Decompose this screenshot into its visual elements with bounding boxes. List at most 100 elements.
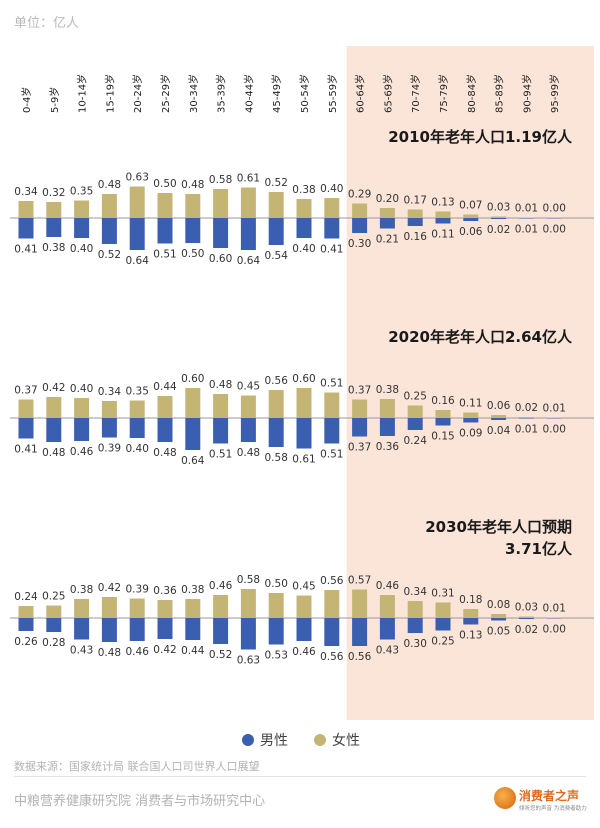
bar-male <box>240 418 256 442</box>
bar-female <box>296 199 312 218</box>
bar-male <box>213 618 229 644</box>
category-label: 30-34岁 <box>187 74 200 113</box>
data-label-female: 0.52 <box>265 177 288 189</box>
bar-female <box>240 187 256 218</box>
data-label-male: 0.48 <box>237 447 260 459</box>
bar-male <box>157 418 173 442</box>
data-label-female: 0.29 <box>348 189 371 201</box>
bar-male <box>129 218 145 250</box>
data-label-male: 0.01 <box>515 224 538 236</box>
data-label-female: 0.58 <box>209 174 232 186</box>
category-label: 5-9岁 <box>48 87 61 113</box>
data-label-female: 0.16 <box>431 395 455 407</box>
data-label-female: 0.20 <box>376 193 399 205</box>
bar-male <box>518 218 534 219</box>
bar-female <box>324 392 340 418</box>
data-label-male: 0.50 <box>181 248 204 260</box>
data-label-male: 0.15 <box>431 431 454 443</box>
bar-male <box>296 618 312 641</box>
data-label-female: 0.37 <box>348 385 371 397</box>
data-label-female: 0.11 <box>459 398 482 410</box>
bar-female <box>407 405 423 418</box>
data-label-female: 0.38 <box>376 384 399 396</box>
panel-title: 2020年老年人口2.64亿人 <box>388 328 573 346</box>
data-label-male: 0.64 <box>181 455 205 467</box>
bar-female <box>463 412 479 418</box>
category-label: 65-69岁 <box>381 74 394 113</box>
data-label-male: 0.40 <box>292 243 315 255</box>
bar-female <box>157 396 173 418</box>
bar-female <box>407 601 423 618</box>
bar-female <box>268 192 284 218</box>
data-label-male: 0.46 <box>126 646 150 658</box>
data-label-male: 0.28 <box>42 637 65 649</box>
data-label-female: 0.01 <box>543 403 566 415</box>
bar-female <box>185 388 201 418</box>
data-label-female: 0.37 <box>14 385 37 397</box>
bar-male <box>296 418 312 449</box>
bar-female <box>46 202 62 218</box>
legend-item-female: 女性 <box>314 730 360 750</box>
data-label-male: 0.24 <box>404 435 428 447</box>
data-label-male: 0.13 <box>459 630 482 642</box>
bar-female <box>379 399 395 418</box>
bar-female <box>185 194 201 218</box>
data-label-male: 0.25 <box>431 636 454 648</box>
logo-title: 消费者之声 <box>519 789 580 803</box>
bar-male <box>463 218 479 221</box>
category-label: 0-4岁 <box>20 87 33 113</box>
data-label-male: 0.63 <box>237 655 260 667</box>
logo-subtitle: 倾听您的声音 为消费者助力 <box>519 806 587 812</box>
data-label-female: 0.57 <box>348 575 371 587</box>
data-label-male: 0.43 <box>70 645 93 657</box>
panel-title: 2010年老年人口1.19亿人 <box>388 128 573 146</box>
category-label: 50-54岁 <box>298 74 311 113</box>
data-label-female: 0.44 <box>153 381 177 393</box>
bar-female <box>296 388 312 418</box>
data-label-male: 0.56 <box>320 651 344 663</box>
panel-title: 2030年老年人口预期 <box>425 518 572 536</box>
data-label-female: 0.60 <box>292 373 315 385</box>
bar-male <box>74 218 90 238</box>
bar-female <box>463 214 479 218</box>
data-label-female: 0.36 <box>153 585 177 597</box>
unit-label: 单位：亿人 <box>14 16 80 31</box>
data-label-female: 0.60 <box>181 373 204 385</box>
bar-male <box>324 218 340 239</box>
bar-female <box>435 602 451 618</box>
bar-male <box>46 618 62 632</box>
bar-female <box>240 589 256 618</box>
data-label-male: 0.48 <box>98 647 121 659</box>
data-label-male: 0.51 <box>320 449 343 461</box>
bar-female <box>18 201 34 218</box>
bar-female <box>74 599 90 618</box>
bar-female <box>491 415 507 418</box>
bar-male <box>491 418 507 420</box>
bar-male <box>268 618 284 645</box>
data-label-male: 0.43 <box>376 645 399 657</box>
bar-male <box>46 218 62 237</box>
legend: 男性 女性 <box>242 730 386 750</box>
bar-female <box>296 595 312 618</box>
bar-female <box>240 395 256 418</box>
data-label-female: 0.18 <box>459 594 482 606</box>
data-label-female: 0.48 <box>181 179 204 191</box>
bar-male <box>213 218 229 248</box>
data-label-male: 0.21 <box>376 234 399 246</box>
data-source: 数据来源：国家统计局 联合国人口司世界人口展望 <box>14 760 260 773</box>
data-label-female: 0.32 <box>42 187 65 199</box>
bar-female <box>435 410 451 418</box>
legend-swatch-male <box>242 734 254 746</box>
bar-female <box>46 605 62 618</box>
bar-female <box>213 189 229 218</box>
data-label-female: 0.50 <box>153 178 176 190</box>
bar-male <box>74 418 90 441</box>
bar-female <box>546 417 562 418</box>
bar-female <box>435 211 451 218</box>
bar-female <box>352 399 368 418</box>
data-label-male: 0.61 <box>292 454 315 466</box>
data-label-female: 0.40 <box>70 383 93 395</box>
data-label-male: 0.06 <box>459 226 483 238</box>
bar-male <box>324 418 340 444</box>
category-label: 10-14岁 <box>76 74 89 113</box>
